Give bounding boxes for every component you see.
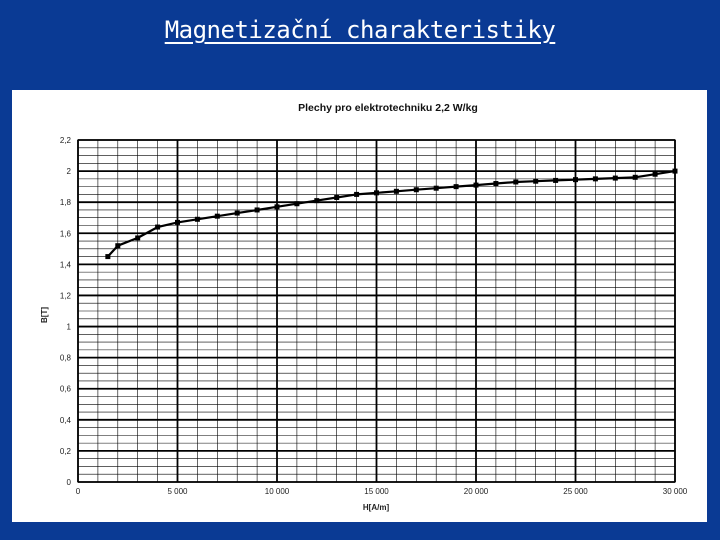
data-point <box>314 198 320 204</box>
data-point <box>652 171 658 177</box>
x-tick-labels: 0 5 000 10 000 15 000 20 000 25 000 30 000 <box>76 487 688 496</box>
y-tick-label: 0,2 <box>60 447 72 456</box>
data-point <box>433 185 439 191</box>
y-tick-label: 0,6 <box>60 385 72 394</box>
x-tick-label: 25 000 <box>563 487 588 496</box>
data-point <box>513 179 519 185</box>
data-point <box>612 175 618 181</box>
major-gridlines <box>77 139 676 483</box>
y-tick-label: 2 <box>67 167 72 176</box>
data-point <box>254 207 260 213</box>
data-point <box>672 168 678 174</box>
x-tick-label: 30 000 <box>663 487 688 496</box>
data-point <box>473 182 479 188</box>
data-point <box>413 187 419 193</box>
y-axis-label: B[T] <box>40 307 49 323</box>
y-tick-labels: 0 0,2 0,4 0,6 0,8 1 1,2 1,4 1,6 1,8 2 2,2 <box>60 136 72 487</box>
data-point <box>374 190 379 196</box>
data-point <box>393 188 399 194</box>
data-point <box>115 243 121 249</box>
data-point <box>294 201 300 207</box>
data-point <box>493 181 499 187</box>
x-tick-label: 5 000 <box>167 487 188 496</box>
data-point <box>573 177 578 183</box>
data-point <box>105 254 111 260</box>
data-point <box>175 219 180 225</box>
data-point <box>453 184 459 190</box>
y-tick-label: 0,8 <box>60 354 72 363</box>
y-tick-label: 2,2 <box>60 136 72 145</box>
y-tick-label: 1,2 <box>60 291 72 300</box>
chart-title: Plechy pro elektrotechniku 2,2 W/kg <box>298 102 478 114</box>
x-tick-label: 20 000 <box>464 487 489 496</box>
data-point <box>533 178 539 184</box>
data-point <box>553 177 559 183</box>
data-point <box>194 216 200 222</box>
y-tick-label: 1 <box>67 323 72 332</box>
x-axis-label: H[A/m] <box>363 503 390 512</box>
series-line-group <box>106 170 676 258</box>
x-tick-label: 15 000 <box>364 487 389 496</box>
data-point <box>214 213 220 219</box>
data-point <box>632 174 638 180</box>
y-tick-label: 1,8 <box>60 198 72 207</box>
series-line <box>106 170 676 258</box>
chart-panel: Plechy pro elektrotechniku 2,2 W/kg 0 0,2… <box>12 90 707 522</box>
data-point <box>274 204 280 210</box>
data-point <box>234 210 240 216</box>
data-point <box>354 191 360 197</box>
data-point <box>334 195 340 201</box>
y-tick-label: 0 <box>67 478 72 487</box>
y-tick-label: 1,6 <box>60 229 72 238</box>
data-point <box>135 235 141 241</box>
x-tick-label: 0 <box>76 487 81 496</box>
y-tick-label: 0,4 <box>60 416 72 425</box>
slide-title: Magnetizační charakteristiky <box>164 16 556 44</box>
series-points-group <box>105 168 678 260</box>
plot-border <box>77 139 676 483</box>
x-tick-label: 10 000 <box>265 487 290 496</box>
data-point <box>592 176 598 182</box>
data-point <box>155 224 161 230</box>
chart-svg: Plechy pro elektrotechniku 2,2 W/kg 0 0,2… <box>40 102 688 512</box>
y-tick-label: 1,4 <box>60 260 72 269</box>
